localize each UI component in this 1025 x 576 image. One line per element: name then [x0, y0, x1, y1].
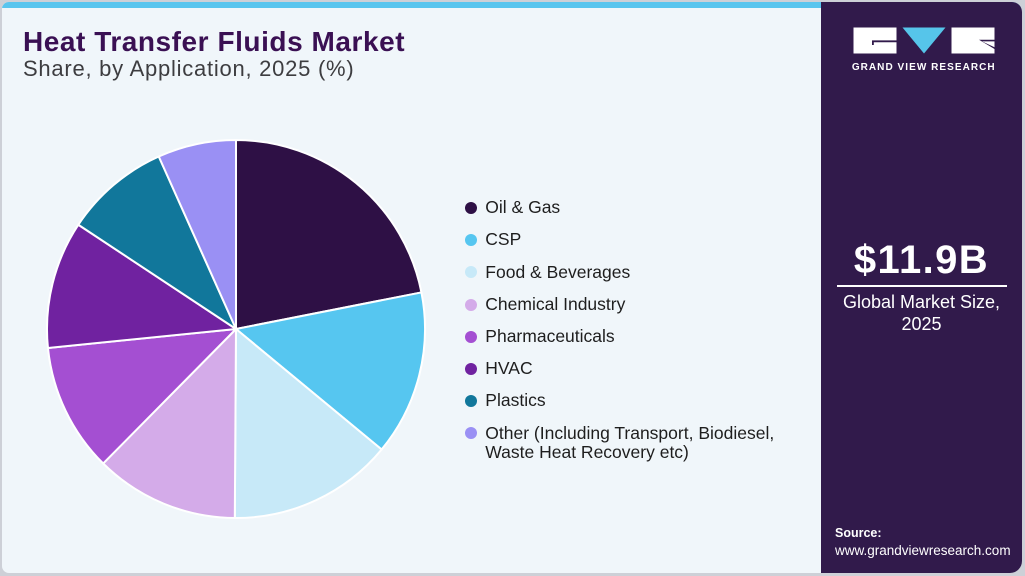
chart-section: Heat Transfer Fluids Market Share, by Ap… [2, 2, 821, 573]
gvr-logo [823, 27, 1022, 59]
market-size-block: $11.9B Global Market Size, 2025 [821, 240, 1022, 336]
legend-item: Pharmaceuticals [465, 327, 810, 347]
legend-label: Oil & Gas [485, 197, 561, 218]
pie-slice-4 [102, 328, 237, 519]
legend-item: CSP [465, 230, 810, 250]
pie-slice-8 [157, 139, 237, 330]
source-label: Source: [835, 526, 882, 540]
legend-dot-icon [465, 298, 478, 311]
legend-label: Other (Including Transport, Biodiesel, W… [485, 422, 775, 463]
legend-dot-icon [465, 362, 478, 375]
pie-slice-6 [46, 223, 237, 349]
gvr-logo-icon [853, 27, 994, 54]
accent-topbar [2, 2, 1022, 8]
legend-label: Food & Beverages [485, 261, 631, 282]
source-block: Source: www.grandviewresearch.com [835, 526, 1011, 558]
pie-chart [46, 139, 426, 520]
divider [836, 285, 1007, 287]
pie-slice-2 [235, 291, 426, 451]
legend-item: Chemical Industry [465, 293, 810, 315]
legend-item: Plastics [465, 391, 810, 411]
pie-slice-1 [235, 139, 423, 330]
page-subtitle: Share, by Application, 2025 (%) [23, 56, 355, 81]
legend-item: HVAC [465, 359, 810, 379]
pie-slice-3 [233, 328, 383, 520]
legend-item: Food & Beverages [465, 261, 810, 283]
legend-dot-icon [465, 427, 478, 440]
brand-name: GRAND VIEW RESEARCH [851, 62, 996, 73]
legend: Oil & Gas CSP Food & Beverages Chemical Ind… [465, 198, 810, 475]
legend-label: CSP [485, 229, 522, 250]
legend-dot-icon [465, 202, 478, 215]
market-size-value: $11.9B [853, 238, 990, 282]
pie-chart-svg [46, 139, 426, 520]
legend-label: Plastics [485, 390, 546, 411]
legend-item: Other (Including Transport, Biodiesel, W… [465, 422, 810, 463]
source-site[interactable]: www.grandviewresearch.com [835, 543, 1011, 558]
legend-dot-icon [465, 330, 478, 343]
pie-slice-7 [77, 155, 237, 330]
legend-label: Chemical Industry [485, 293, 626, 314]
legend-dot-icon [465, 266, 478, 279]
legend-dot-icon [465, 234, 478, 247]
page-title: Heat Transfer Fluids Market [23, 26, 406, 57]
legend-dot-icon [465, 395, 478, 408]
legend-item: Oil & Gas [465, 198, 810, 218]
legend-label: Pharmaceuticals [485, 326, 615, 347]
side-panel: GRAND VIEW RESEARCH $11.9B Global Market… [821, 2, 1022, 573]
legend-label: HVAC [485, 358, 533, 379]
pie-slice-5 [46, 328, 237, 465]
market-size-label: Global Market Size, 2025 [842, 291, 1001, 335]
